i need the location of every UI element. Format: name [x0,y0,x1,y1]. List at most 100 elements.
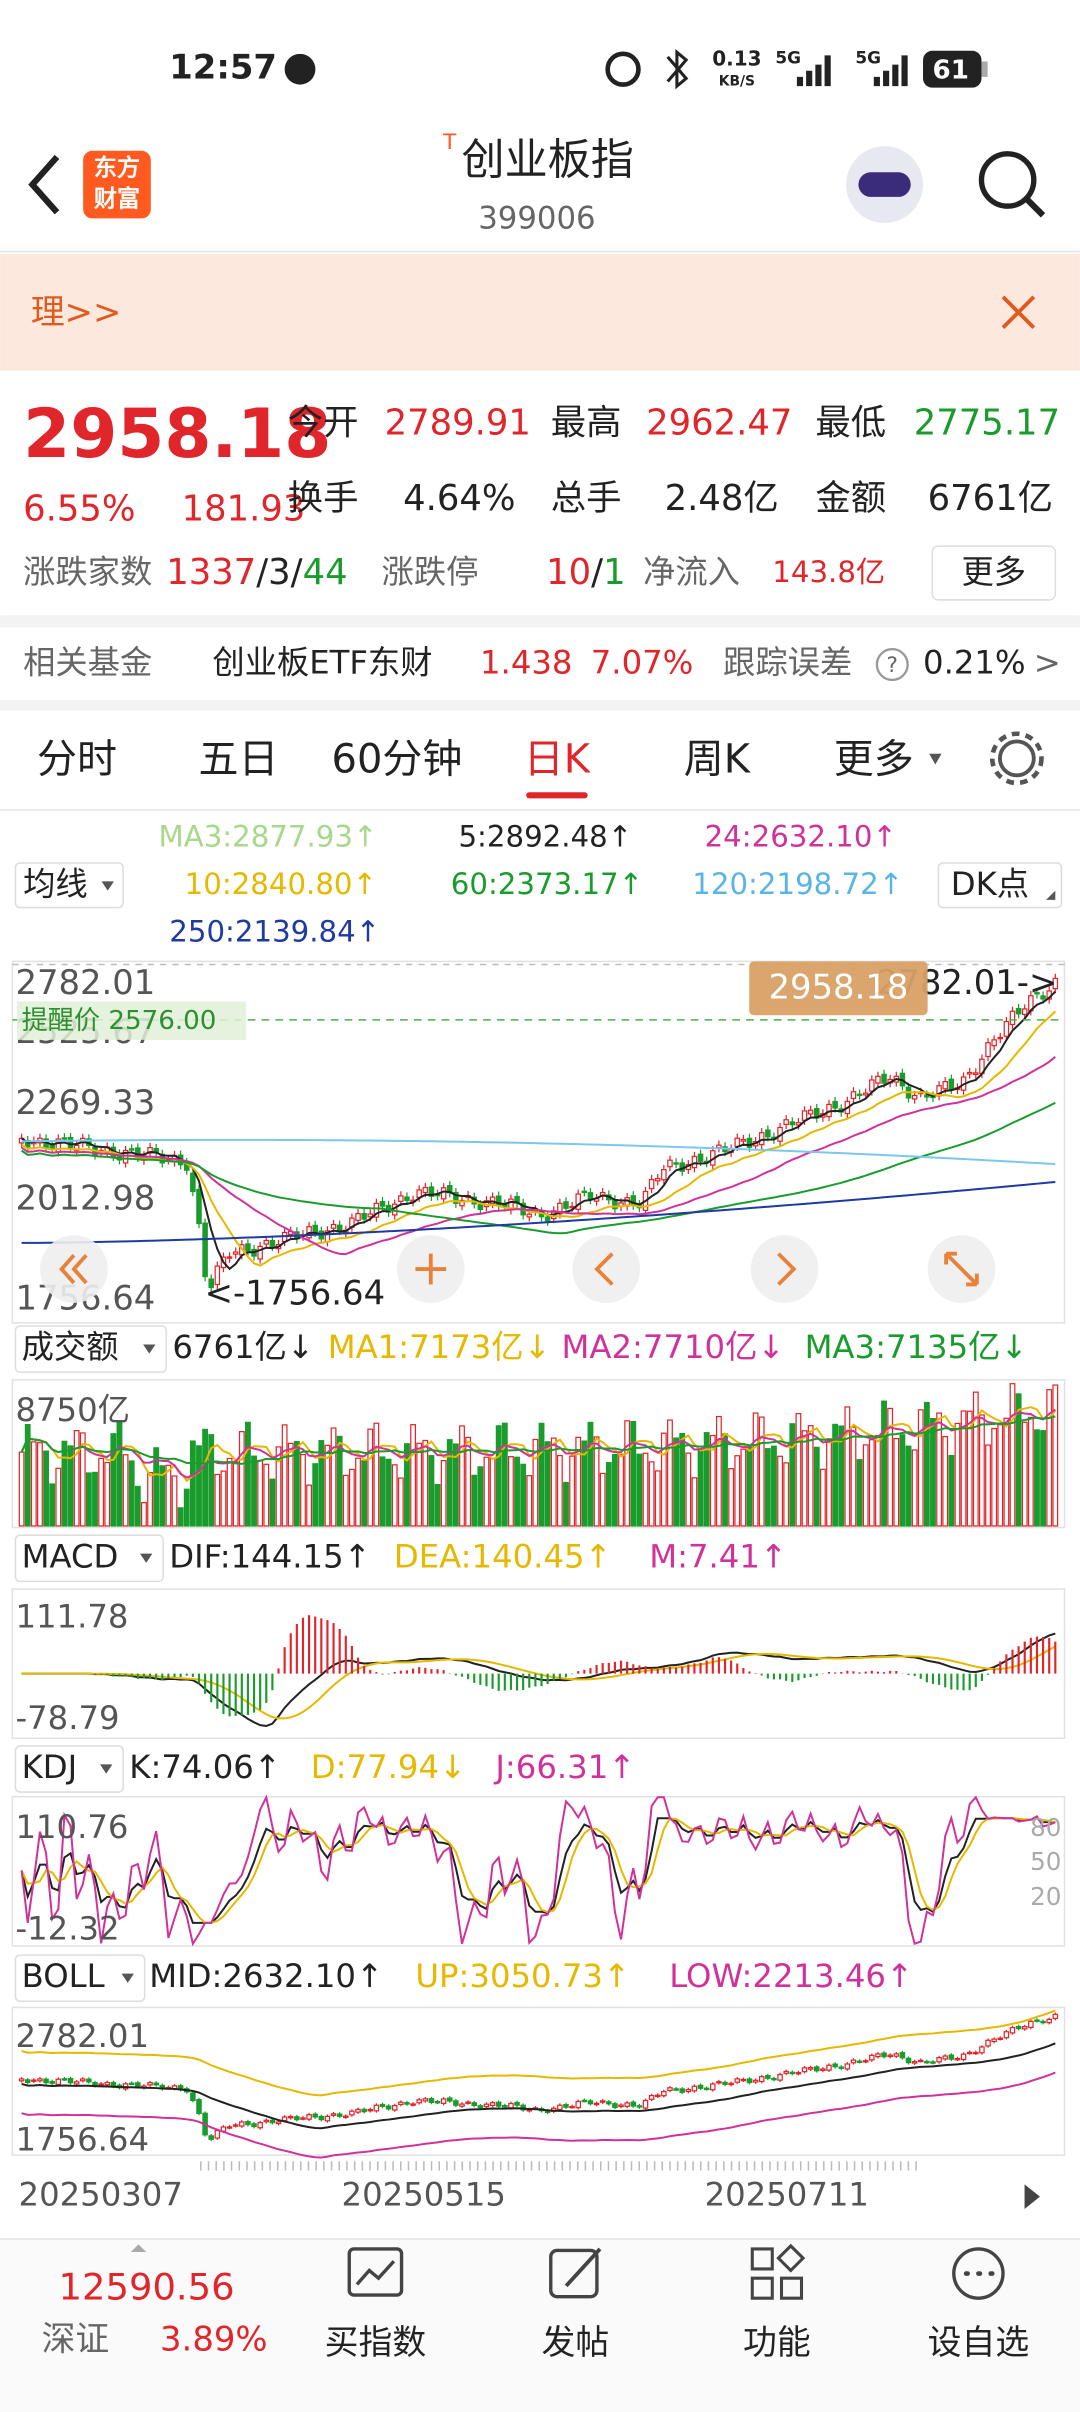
fund-arrow[interactable]: > [1034,644,1061,682]
alert-text[interactable]: 提醒价 2576.00 [22,1006,217,1036]
boll-candle [661,2090,667,2097]
volume-bar [196,1445,202,1527]
banner[interactable] [0,253,1080,371]
volume-bar [930,1418,936,1527]
back-button[interactable] [28,154,60,215]
boll-candle [471,2102,478,2107]
volume-bar [440,1460,447,1527]
tab[interactable]: 60分钟 [332,736,463,782]
volume-bar [709,1434,716,1527]
boll-selector[interactable] [14,1954,146,2003]
index-pct[interactable]: 3.89% [160,2320,267,2359]
boll-candle [746,2078,753,2084]
kdj-selector-text[interactable]: KDJ [22,1748,78,1786]
boll-line [21,2071,1056,2159]
candle [832,1100,838,1109]
volume-bar [92,1471,98,1527]
help-icon[interactable] [875,647,909,682]
tab[interactable]: 五日 [199,736,279,782]
dk-button[interactable] [937,862,1063,909]
fund-name[interactable]: 创业板ETF东财 [212,644,432,682]
candle [924,1094,930,1098]
limit-up: 10 [546,552,591,593]
volume-bar [410,1424,416,1527]
tab[interactable]: 分时 [37,736,117,782]
ma-selector[interactable] [14,862,124,909]
more-button-text[interactable]: 更多 [961,553,1026,591]
boll-candle [465,2101,471,2104]
nav-label[interactable]: 设自选 [928,2323,1029,2362]
macd-selector-text[interactable]: MACD [22,1537,119,1575]
kdj-item: D:77.94↓ [311,1748,466,1786]
tab[interactable]: 日K [524,736,592,782]
search-button[interactable] [978,151,1037,209]
label: 涨跌停 [382,553,479,591]
tab[interactable]: 周K [684,736,752,782]
settings-button[interactable] [998,739,1036,778]
banner-close[interactable] [1001,295,1036,330]
nav-label[interactable]: 买指数 [325,2323,426,2362]
index-name[interactable]: 深证 [42,2320,110,2359]
kdj-selector[interactable] [14,1745,124,1793]
breadth: 1337/3/44 [166,552,347,593]
volume-bar [514,1456,520,1527]
boll-candle [814,2066,820,2072]
separator: / [291,552,303,593]
y-label: 111.78 [15,1597,128,1635]
candle [563,1201,569,1209]
ma-item: 120:2198.72↑ [692,867,903,901]
control-prev[interactable] [572,1235,640,1303]
boll-selector-text[interactable]: BOLL [22,1957,105,1995]
bottom-nav [0,2238,1080,2412]
volume-bar [348,1468,355,1527]
bluetooth-icon [666,49,689,90]
boll-candle [1034,2019,1040,2022]
battery-tip [981,61,988,77]
volume-bar [985,1444,991,1527]
more-button[interactable] [931,545,1057,601]
boll-candle [758,2076,765,2083]
boll-candle [716,2081,722,2084]
volume-bar [404,1443,410,1527]
volume-bar [801,1430,808,1527]
scroll-right[interactable] [1024,2184,1040,2209]
boll-candle [1028,2020,1034,2029]
control-next[interactable] [750,1235,819,1303]
volume-bar [777,1455,783,1527]
kdj-item: K:74.06↑ [129,1748,281,1786]
volume-bar [856,1459,863,1527]
dk-button-text[interactable]: DK点 [951,865,1029,903]
label: 相关基金 [23,644,152,682]
boll-candle [153,2082,159,2086]
nav-label[interactable]: 发帖 [542,2323,610,2362]
volume-selector[interactable] [14,1325,167,1373]
candle [1003,1020,1010,1037]
boll-candle [404,2102,410,2105]
candle [740,1138,747,1142]
banner-text[interactable]: 理>> [31,292,122,331]
nav-icon [549,2248,599,2299]
flat-count: 3 [268,552,291,593]
boll-candle [936,2057,942,2063]
price-tag-text: 2958.18 [768,968,908,1007]
index-value[interactable]: 12590.56 [59,2265,235,2308]
boll-candle [508,2102,514,2109]
help-icon-text[interactable]: ? [887,653,898,678]
volume-ma [20,1415,1056,1465]
boll-candle [587,2100,594,2105]
label: 跟踪误差 [723,644,852,682]
macd-selector[interactable] [14,1534,164,1583]
boll-candle [624,2102,630,2107]
tab[interactable]: 更多 [834,736,914,782]
volume-selector-text[interactable]: 成交额 [22,1328,119,1366]
volume-bar [972,1391,979,1527]
volume-bar [1015,1393,1022,1527]
change: 181.93 [182,489,306,530]
boll-candle [630,2101,637,2107]
nav-label[interactable]: 功能 [743,2323,811,2362]
boll-candle [428,2098,435,2103]
candle [587,1192,594,1201]
ma-selector-text[interactable]: 均线 [23,865,88,903]
volume-bar [391,1464,398,1527]
alert-badge[interactable] [16,1001,247,1040]
